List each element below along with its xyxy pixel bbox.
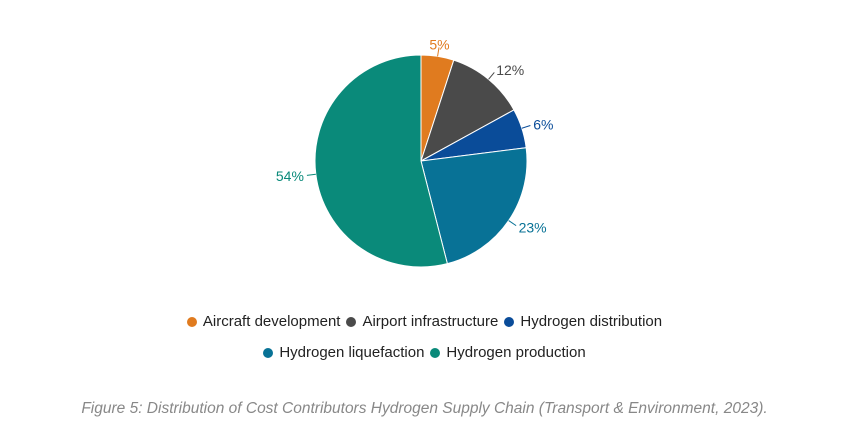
legend-item: Hydrogen production: [430, 344, 586, 361]
legend-marker: [263, 347, 274, 358]
leader-line: [437, 47, 440, 57]
data-label: 12%: [496, 62, 524, 78]
leader-line: [306, 173, 316, 176]
legend-marker: [430, 347, 441, 358]
data-label: 5%: [429, 36, 449, 52]
leader-line: [488, 72, 495, 80]
figure-caption: Figure 5: Distribution of Cost Contribut…: [81, 400, 768, 417]
data-label: 6%: [533, 117, 553, 133]
pie-slice-hydrogen-liquefaction: [420, 147, 528, 265]
legend-label: Hydrogen production: [446, 344, 586, 361]
legend-marker: [504, 316, 515, 327]
legend-item: Aircraft development: [186, 313, 341, 330]
legend-marker: [186, 316, 197, 327]
pie-slice-airport-infrastructure: [420, 59, 515, 163]
legend-marker: [346, 316, 357, 327]
data-label: 23%: [519, 219, 547, 235]
legend-label: Hydrogen liquefaction: [279, 344, 425, 361]
leader-line: [508, 220, 517, 227]
legend-row-1: Aircraft development Airport infrastructu…: [0, 313, 849, 331]
legend-label: Airport infrastructure: [362, 313, 499, 330]
leader-line: [521, 124, 531, 129]
legend-label: Hydrogen distribution: [520, 313, 663, 330]
pie-slice-hydrogen-production: [314, 54, 448, 268]
legend-row-2: Hydrogen liquefaction Hydrogen production: [0, 344, 849, 362]
legend-label: Aircraft development: [202, 313, 341, 330]
data-label: 54%: [276, 168, 304, 184]
legend-item: Airport infrastructure: [346, 313, 498, 330]
legend-item: Hydrogen liquefaction: [263, 344, 424, 361]
pie-chart: 5% 12% 6% 23% 54%: [276, 36, 553, 268]
legend-item: Hydrogen distribution: [504, 313, 662, 330]
